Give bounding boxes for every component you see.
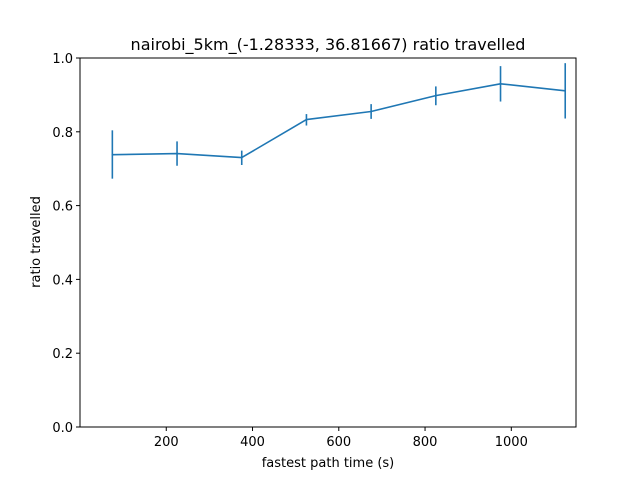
x-tick-label: 1000 (495, 435, 528, 450)
x-axis-label: fastest path time (s) (262, 456, 395, 471)
data-point (176, 152, 178, 155)
data-point (240, 156, 243, 159)
y-tick-label: 0.6 (52, 200, 73, 215)
y-axis-label: ratio travelled (29, 196, 44, 288)
data-point (370, 110, 372, 113)
y-tick-label: 1.0 (52, 52, 73, 67)
x-tick-label: 800 (413, 435, 438, 450)
y-tick-label: 0.2 (52, 347, 73, 362)
y-axis: 0.0 0.2 0.4 0.6 0.8 1.0 (52, 52, 80, 436)
y-tick-label: 0.0 (52, 421, 73, 436)
data-point (111, 153, 114, 156)
x-axis: 200 400 600 800 1000 (154, 427, 528, 450)
x-tick-label: 200 (154, 435, 179, 450)
plot-area-frame (79, 57, 577, 428)
y-tick-label: 0.4 (52, 273, 73, 288)
y-tick-label: 0.8 (52, 126, 73, 141)
series-layer (111, 63, 567, 179)
series-line (112, 83, 566, 159)
data-point (499, 83, 502, 85)
data-point (564, 90, 567, 92)
chart-title: nairobi_5km_(-1.28333, 36.81667) ratio t… (131, 35, 526, 55)
data-point (435, 94, 437, 97)
data-point (305, 118, 308, 121)
x-tick-label: 600 (326, 435, 351, 450)
x-tick-label: 400 (240, 435, 265, 450)
